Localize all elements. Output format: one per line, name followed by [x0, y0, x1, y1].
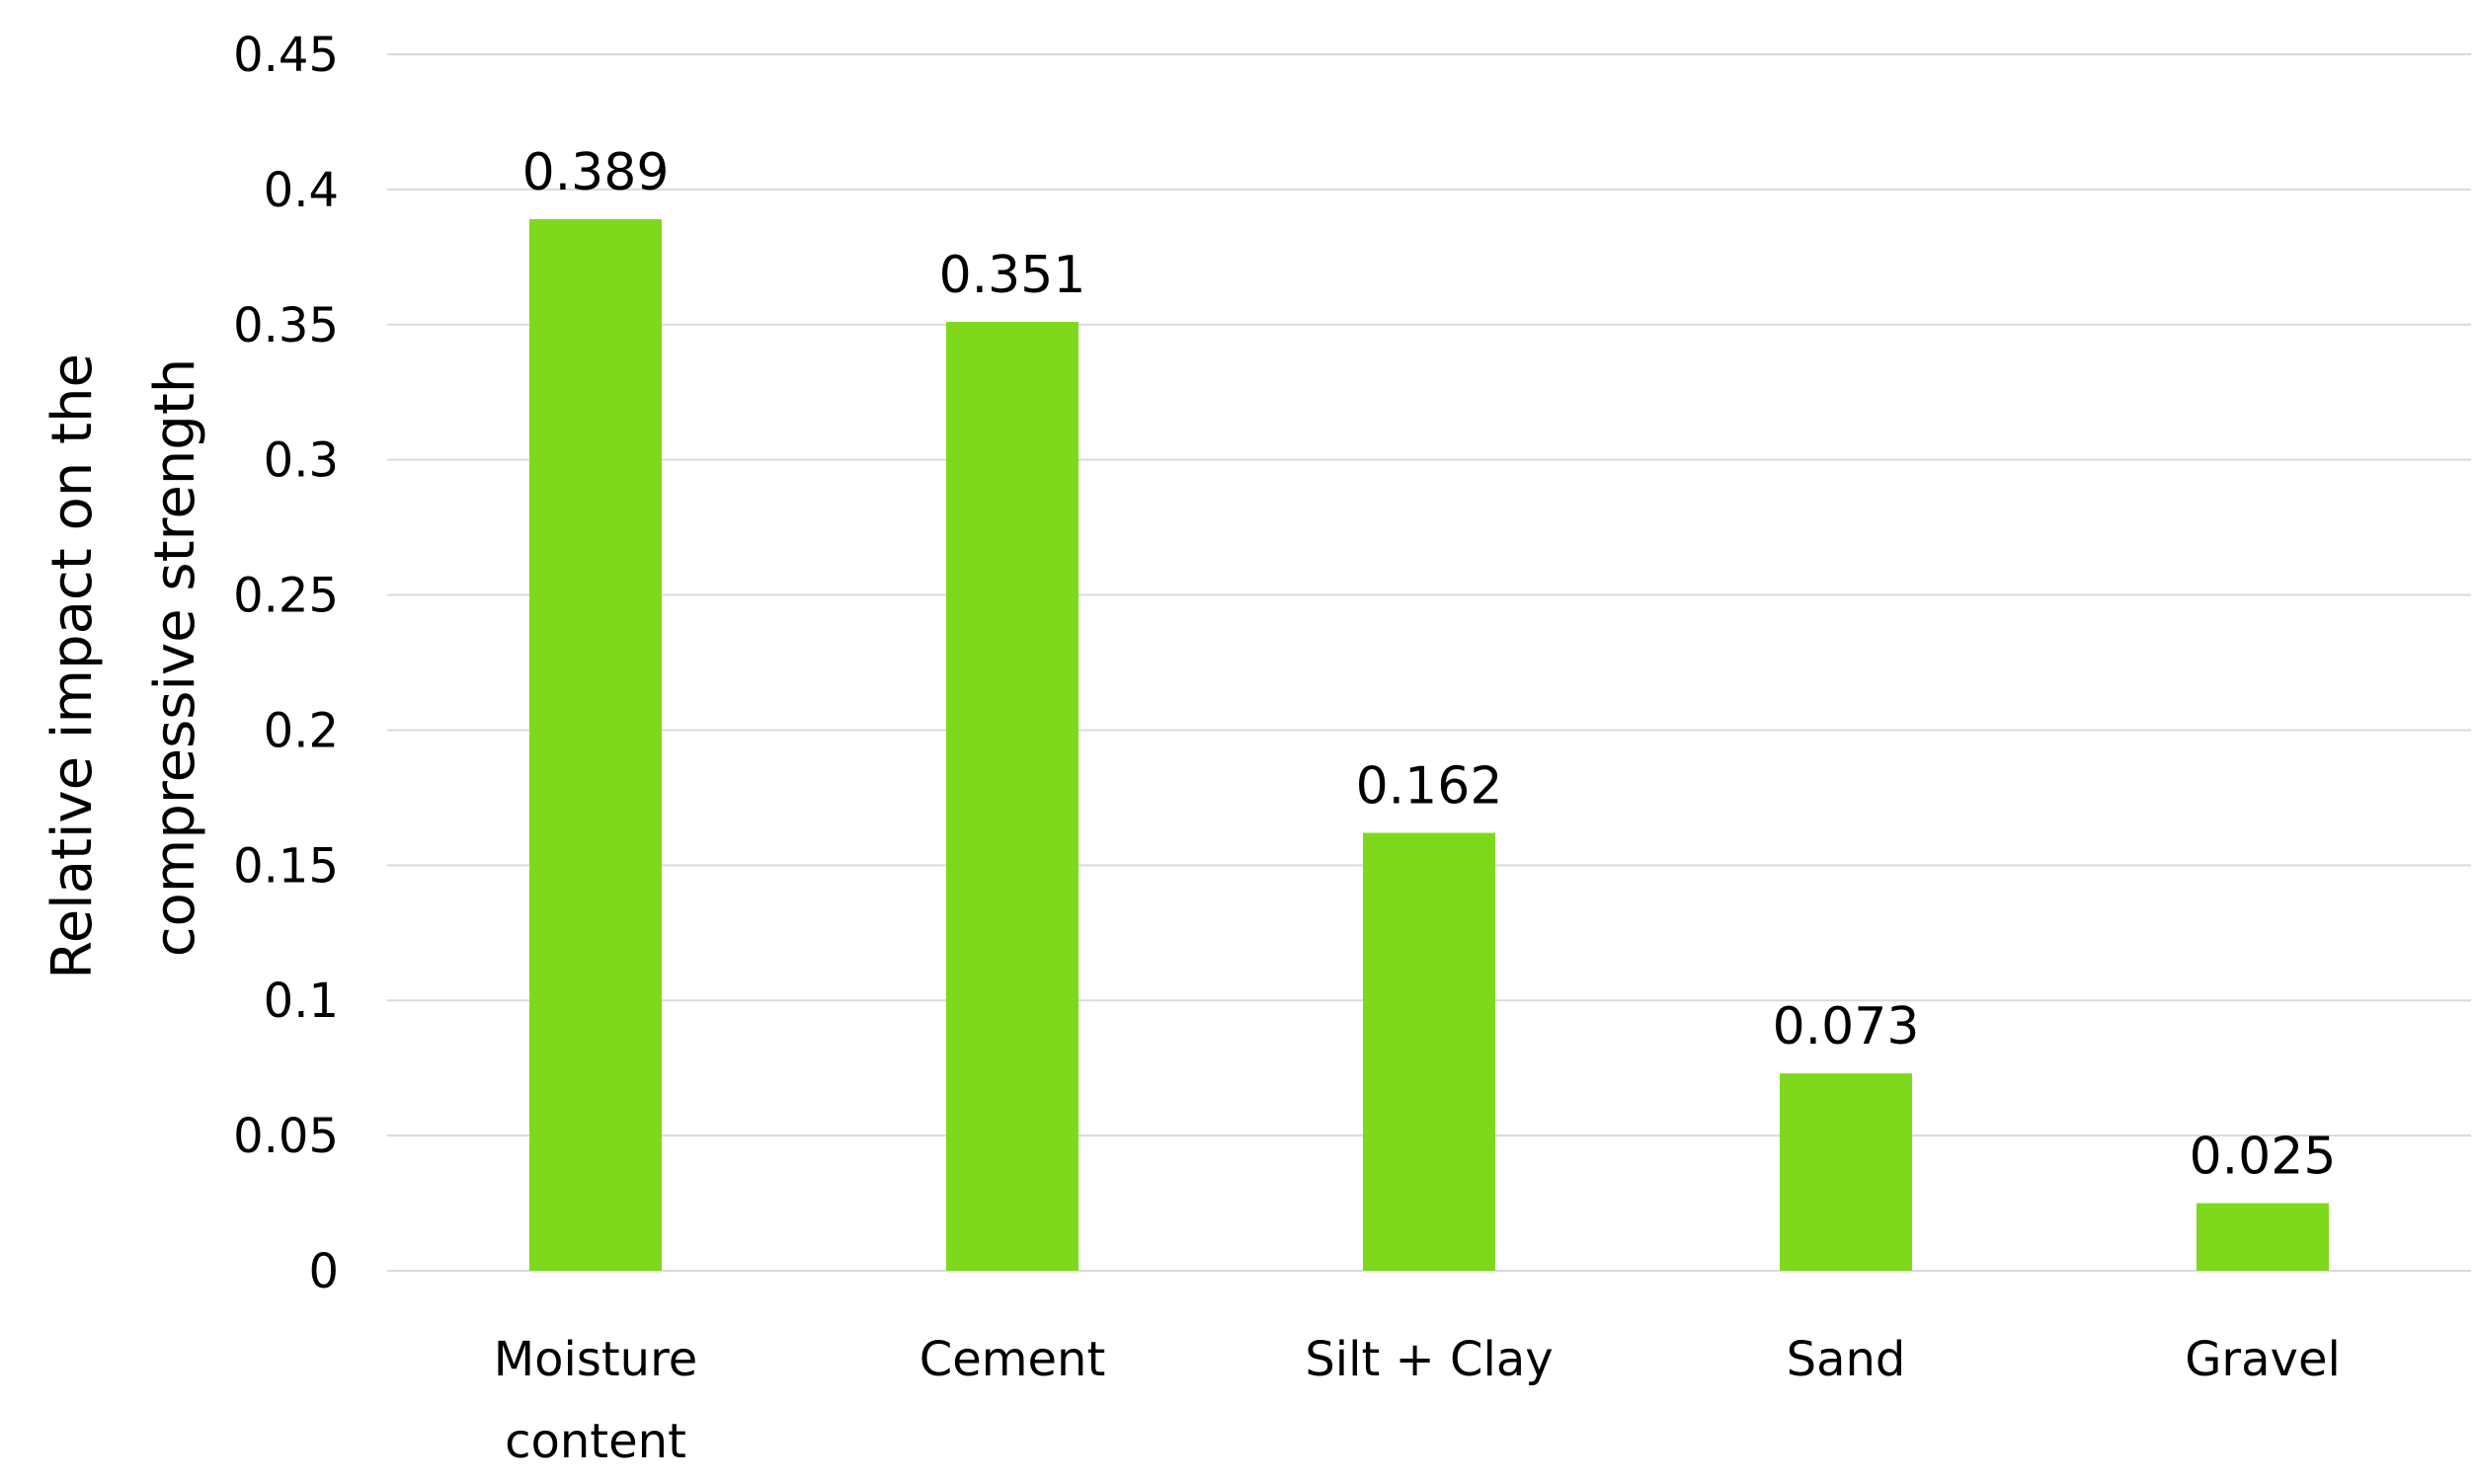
- bars: [529, 219, 2329, 1272]
- x-tick-label: Gravel: [2185, 1332, 2341, 1387]
- data-labels: 0.389 0.351 0.162 0.073 0.025: [522, 143, 2337, 1187]
- x-tick-label-line: Cement: [919, 1332, 1106, 1387]
- y-tick-label: 0.25: [233, 569, 339, 624]
- y-tick-label: 0.2: [264, 703, 339, 758]
- data-label: 0.162: [1356, 756, 1503, 816]
- y-tick-label: 0.45: [233, 28, 339, 83]
- y-tick-label: 0.3: [264, 433, 339, 489]
- bar: [2196, 1203, 2329, 1271]
- x-tick-label-line: Gravel: [2185, 1332, 2341, 1387]
- y-axis-label-line-1: Relative impact on the: [40, 353, 105, 979]
- y-axis-label-line-2: compressive strength: [143, 358, 207, 958]
- x-tick-label-line: content: [505, 1414, 686, 1469]
- x-tick-label-line: Silt + Clay: [1305, 1332, 1553, 1387]
- y-tick-label: 0.35: [233, 298, 339, 353]
- bar: [946, 322, 1078, 1271]
- bar: [1780, 1073, 1912, 1271]
- data-label: 0.351: [939, 246, 1086, 305]
- x-tick-label: Moisture content: [494, 1332, 698, 1469]
- x-tick-label-line: Sand: [1787, 1332, 1906, 1387]
- x-tick-label: Sand: [1787, 1332, 1906, 1387]
- data-label: 0.389: [522, 143, 670, 202]
- x-tick-label-line: Moisture: [494, 1332, 698, 1387]
- x-tick-label: Silt + Clay: [1305, 1332, 1553, 1387]
- y-tick-label: 0.05: [233, 1109, 339, 1164]
- y-axis-ticks: 0 0.05 0.1 0.15 0.2 0.25 0.3 0.35 0.4 0.45: [233, 28, 339, 1299]
- y-axis-label: Relative impact on the compressive stren…: [40, 336, 207, 978]
- bar: [1363, 832, 1495, 1271]
- bar: [529, 219, 662, 1272]
- y-tick-label: 0.15: [233, 838, 339, 894]
- x-axis-ticks: Moisture content Cement Silt + Clay Sand Grav…: [494, 1332, 2341, 1469]
- data-label: 0.025: [2190, 1128, 2337, 1187]
- gridlines: [387, 53, 2471, 1272]
- y-tick-label: 0: [308, 1244, 339, 1299]
- x-tick-label: Cement: [919, 1332, 1106, 1387]
- y-tick-label: 0.4: [264, 163, 339, 218]
- y-tick-label: 0.1: [264, 974, 339, 1029]
- data-label: 0.073: [1773, 997, 1920, 1056]
